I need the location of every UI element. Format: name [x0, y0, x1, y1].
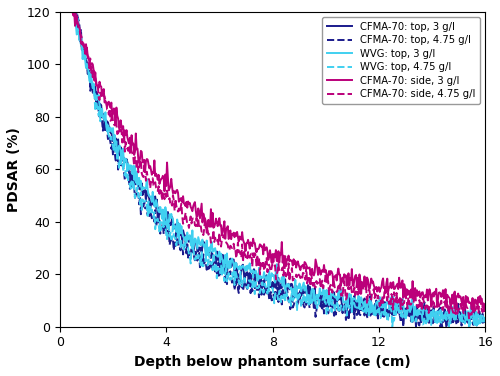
CFMA-70: top, 4.75 g/l: (0.15, 120): top, 4.75 g/l: (0.15, 120): [61, 10, 67, 14]
CFMA-70: top, 3 g/l: (7.77, 19.6): top, 3 g/l: (7.77, 19.6): [264, 273, 270, 277]
CFMA-70: top, 3 g/l: (7.68, 16.4): top, 3 g/l: (7.68, 16.4): [261, 281, 267, 286]
WVG: top, 4.75 g/l: (7.77, 14.4): top, 4.75 g/l: (7.77, 14.4): [264, 287, 270, 291]
WVG: top, 3 g/l: (7.68, 20.8): top, 3 g/l: (7.68, 20.8): [261, 270, 267, 274]
WVG: top, 4.75 g/l: (13.1, 9.18): top, 4.75 g/l: (13.1, 9.18): [406, 300, 412, 305]
CFMA-70: side, 3 g/l: (13.1, 13.5): side, 3 g/l: (13.1, 13.5): [406, 289, 412, 294]
Line: CFMA-70: top, 4.75 g/l: CFMA-70: top, 4.75 g/l: [64, 12, 485, 327]
CFMA-70: top, 3 g/l: (0.15, 120): top, 3 g/l: (0.15, 120): [61, 10, 67, 14]
CFMA-70: side, 4.75 g/l: (7.68, 21.5): side, 4.75 g/l: (7.68, 21.5): [261, 268, 267, 273]
Y-axis label: PDSAR (%): PDSAR (%): [7, 127, 21, 212]
WVG: top, 3 g/l: (7.77, 18.7): top, 3 g/l: (7.77, 18.7): [264, 276, 270, 280]
CFMA-70: side, 4.75 g/l: (9.58, 15.4): side, 4.75 g/l: (9.58, 15.4): [312, 284, 318, 288]
CFMA-70: top, 4.75 g/l: (8.73, 12.6): top, 4.75 g/l: (8.73, 12.6): [289, 291, 295, 296]
WVG: top, 3 g/l: (9.58, 11.3): top, 3 g/l: (9.58, 11.3): [312, 295, 318, 299]
X-axis label: Depth below phantom surface (cm): Depth below phantom surface (cm): [134, 355, 411, 369]
CFMA-70: side, 3 g/l: (15.7, 10.2): side, 3 g/l: (15.7, 10.2): [473, 298, 479, 302]
CFMA-70: side, 3 g/l: (9.58, 20.7): side, 3 g/l: (9.58, 20.7): [312, 270, 318, 274]
CFMA-70: side, 4.75 g/l: (13.1, 9.31): side, 4.75 g/l: (13.1, 9.31): [406, 300, 412, 305]
CFMA-70: side, 4.75 g/l: (8.73, 22.4): side, 4.75 g/l: (8.73, 22.4): [289, 266, 295, 270]
WVG: top, 3 g/l: (16, 2.63): top, 3 g/l: (16, 2.63): [482, 318, 488, 322]
WVG: top, 3 g/l: (15.7, 5.74): top, 3 g/l: (15.7, 5.74): [473, 309, 479, 314]
CFMA-70: side, 3 g/l: (8.73, 25.1): side, 3 g/l: (8.73, 25.1): [289, 259, 295, 263]
WVG: top, 4.75 g/l: (14.6, 0): top, 4.75 g/l: (14.6, 0): [446, 324, 452, 329]
CFMA-70: side, 3 g/l: (7.77, 30.3): side, 3 g/l: (7.77, 30.3): [264, 245, 270, 250]
CFMA-70: top, 4.75 g/l: (9.58, 8.69): top, 4.75 g/l: (9.58, 8.69): [312, 302, 318, 306]
WVG: top, 4.75 g/l: (15.7, 1.98): top, 4.75 g/l: (15.7, 1.98): [473, 319, 479, 324]
WVG: top, 4.75 g/l: (8.73, 14.4): top, 4.75 g/l: (8.73, 14.4): [289, 287, 295, 291]
CFMA-70: top, 3 g/l: (8.73, 16.3): top, 3 g/l: (8.73, 16.3): [289, 282, 295, 287]
CFMA-70: side, 4.75 g/l: (0.15, 120): side, 4.75 g/l: (0.15, 120): [61, 10, 67, 14]
WVG: top, 3 g/l: (15.4, 0): top, 3 g/l: (15.4, 0): [466, 324, 472, 329]
WVG: top, 4.75 g/l: (0.15, 120): top, 4.75 g/l: (0.15, 120): [61, 10, 67, 14]
WVG: top, 4.75 g/l: (7.68, 13.3): top, 4.75 g/l: (7.68, 13.3): [261, 290, 267, 294]
WVG: top, 4.75 g/l: (16, 3.54): top, 4.75 g/l: (16, 3.54): [482, 315, 488, 320]
CFMA-70: top, 4.75 g/l: (16, 2.98): top, 4.75 g/l: (16, 2.98): [482, 317, 488, 321]
WVG: top, 4.75 g/l: (9.58, 11): top, 4.75 g/l: (9.58, 11): [312, 296, 318, 300]
Line: CFMA-70: top, 3 g/l: CFMA-70: top, 3 g/l: [64, 12, 485, 327]
CFMA-70: top, 3 g/l: (13.1, 5.13): top, 3 g/l: (13.1, 5.13): [406, 311, 412, 315]
WVG: top, 3 g/l: (13.1, 6.33): top, 3 g/l: (13.1, 6.33): [406, 308, 412, 312]
CFMA-70: top, 4.75 g/l: (12.9, 0): top, 4.75 g/l: (12.9, 0): [400, 324, 406, 329]
CFMA-70: top, 3 g/l: (9.58, 14.8): top, 3 g/l: (9.58, 14.8): [312, 286, 318, 290]
CFMA-70: side, 4.75 g/l: (7.77, 26.2): side, 4.75 g/l: (7.77, 26.2): [264, 256, 270, 260]
Legend: CFMA-70: top, 3 g/l, CFMA-70: top, 4.75 g/l, WVG: top, 3 g/l, WVG: top, 4.75 g/l: CFMA-70: top, 3 g/l, CFMA-70: top, 4.75 …: [322, 17, 480, 105]
CFMA-70: top, 4.75 g/l: (13.2, 5.07): top, 4.75 g/l: (13.2, 5.07): [407, 311, 413, 316]
WVG: top, 3 g/l: (0.15, 120): top, 3 g/l: (0.15, 120): [61, 10, 67, 14]
CFMA-70: side, 4.75 g/l: (16, 9.08): side, 4.75 g/l: (16, 9.08): [482, 301, 488, 305]
WVG: top, 3 g/l: (8.73, 13.4): top, 3 g/l: (8.73, 13.4): [289, 289, 295, 294]
CFMA-70: side, 3 g/l: (15.6, 5.59): side, 3 g/l: (15.6, 5.59): [470, 310, 476, 314]
CFMA-70: top, 3 g/l: (15.7, 3.47): top, 3 g/l: (15.7, 3.47): [473, 315, 479, 320]
CFMA-70: top, 3 g/l: (13.4, 0): top, 3 g/l: (13.4, 0): [413, 324, 419, 329]
CFMA-70: side, 4.75 g/l: (15.4, 2.91): side, 4.75 g/l: (15.4, 2.91): [466, 317, 472, 321]
CFMA-70: side, 3 g/l: (7.68, 31.5): side, 3 g/l: (7.68, 31.5): [261, 242, 267, 246]
Line: WVG: top, 4.75 g/l: WVG: top, 4.75 g/l: [64, 12, 485, 327]
CFMA-70: side, 3 g/l: (0.15, 120): side, 3 g/l: (0.15, 120): [61, 10, 67, 14]
Line: CFMA-70: side, 4.75 g/l: CFMA-70: side, 4.75 g/l: [64, 12, 485, 319]
CFMA-70: top, 4.75 g/l: (7.77, 12.1): top, 4.75 g/l: (7.77, 12.1): [264, 293, 270, 297]
Line: WVG: top, 3 g/l: WVG: top, 3 g/l: [64, 12, 485, 327]
CFMA-70: top, 3 g/l: (16, 3.06): top, 3 g/l: (16, 3.06): [482, 317, 488, 321]
CFMA-70: side, 4.75 g/l: (15.7, 6.73): side, 4.75 g/l: (15.7, 6.73): [473, 307, 479, 311]
CFMA-70: top, 4.75 g/l: (15.7, 2.99): top, 4.75 g/l: (15.7, 2.99): [473, 317, 479, 321]
CFMA-70: top, 4.75 g/l: (7.68, 12.2): top, 4.75 g/l: (7.68, 12.2): [261, 293, 267, 297]
CFMA-70: side, 3 g/l: (16, 8.2): side, 3 g/l: (16, 8.2): [482, 303, 488, 308]
Line: CFMA-70: side, 3 g/l: CFMA-70: side, 3 g/l: [64, 12, 485, 312]
